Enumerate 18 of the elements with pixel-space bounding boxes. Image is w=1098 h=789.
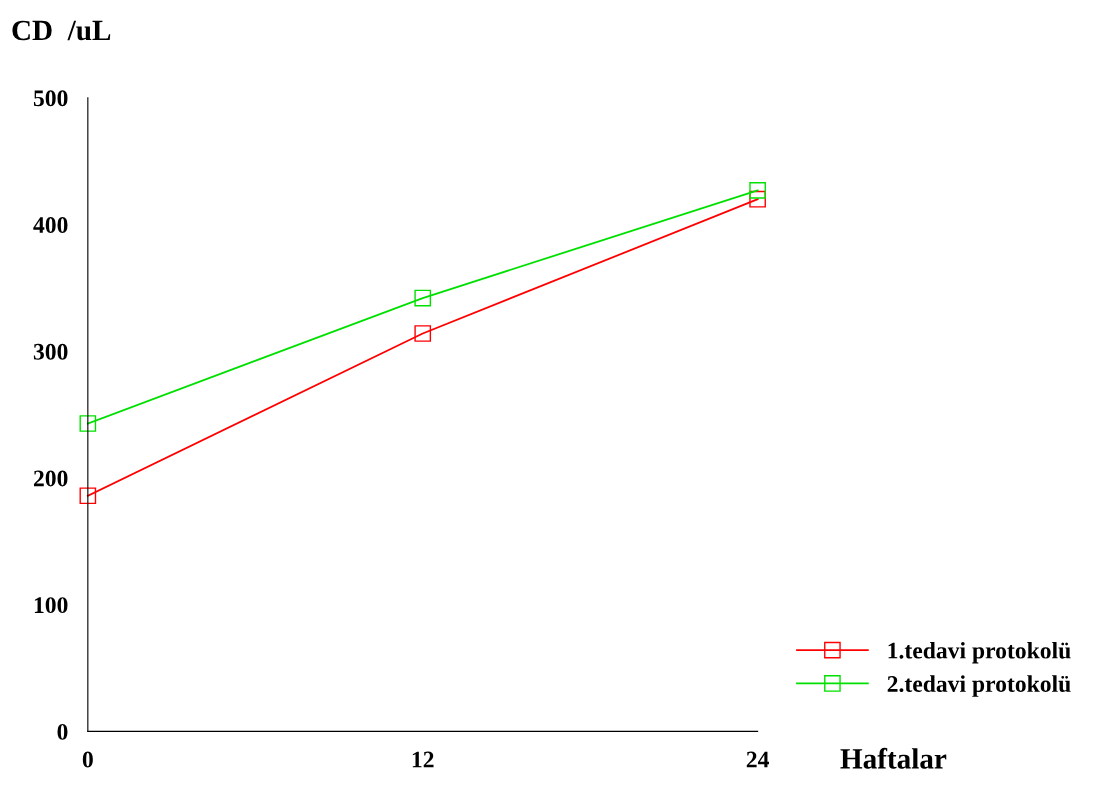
point xyxy=(79,415,97,432)
y-axis-title: CD /uL xyxy=(12,20,111,41)
x-axis-title: Haftalar xyxy=(840,747,947,769)
y-tick-label: 500 xyxy=(33,90,68,107)
y-tick-label: 200 xyxy=(33,470,68,487)
point xyxy=(414,289,432,307)
legend-label: 1.tedavi protokolü xyxy=(888,641,1071,664)
y-tick-label: 0 xyxy=(57,723,68,740)
x-tick-label: 12 xyxy=(412,751,434,768)
point xyxy=(414,325,432,342)
point xyxy=(749,182,766,199)
point xyxy=(79,487,97,505)
y-tick-label: 400 xyxy=(33,217,68,233)
x-tick-label: 0 xyxy=(82,751,93,768)
legend-label: 2.tedavi protokolü xyxy=(887,675,1071,697)
y-tick-label: 300 xyxy=(33,343,68,360)
x-tick-label: 24 xyxy=(746,751,769,768)
y-tick-label: 100 xyxy=(34,597,68,614)
